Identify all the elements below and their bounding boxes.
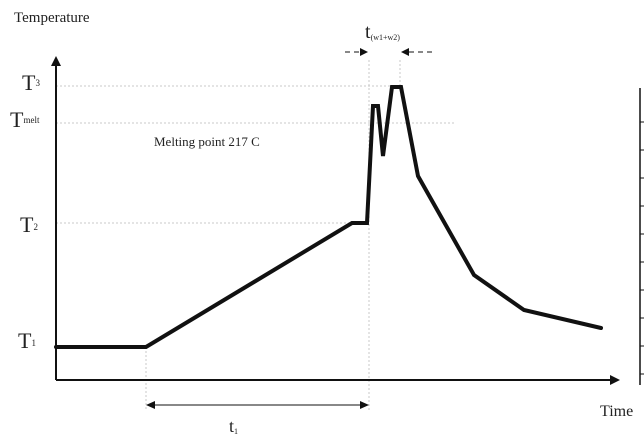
level-tmelt-label: Tmelt — [10, 107, 40, 132]
table-edge-ticks — [640, 121, 644, 375]
level-t2-label: T2 — [20, 212, 38, 237]
x-axis-label: Time — [600, 403, 633, 420]
level-t3-label: T3 — [22, 70, 40, 95]
temperature-profile-line — [54, 85, 603, 349]
melting-point-annotation: Melting point 217 C — [154, 134, 260, 149]
level-t1-label: T1 — [18, 328, 36, 353]
ramp-dim-arrow-left — [146, 401, 155, 409]
y-axis-label: Temperature — [14, 10, 90, 26]
ramp-dim-arrow-right — [360, 401, 369, 409]
ramp-time-label: t1 — [229, 416, 238, 434]
peak-time-label: t(w1+w2) — [365, 21, 400, 43]
